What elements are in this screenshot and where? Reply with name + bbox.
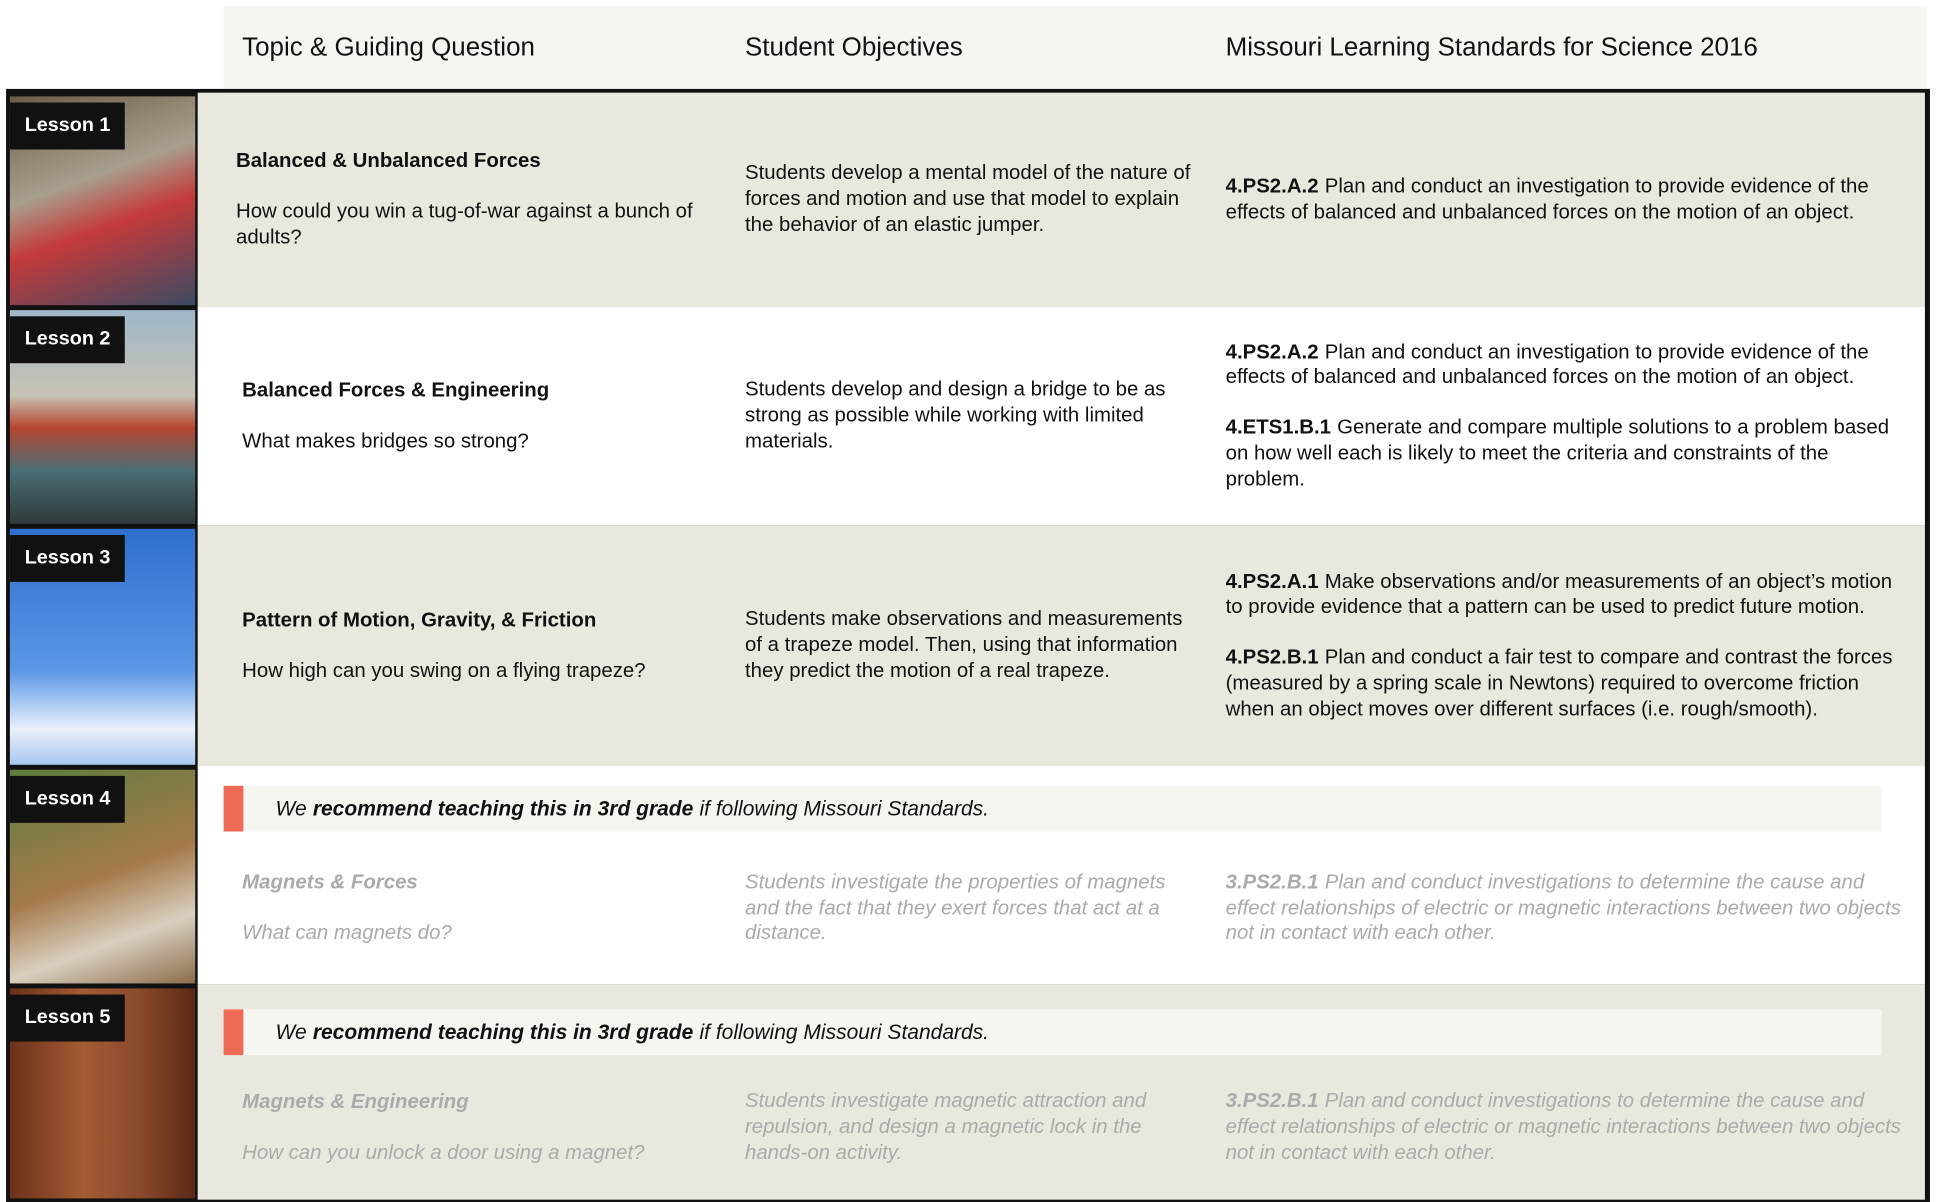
lesson-label: Lesson 3 bbox=[9, 534, 126, 582]
topic-cell: Magnets & Engineering How can you unlock … bbox=[242, 1055, 699, 1200]
topic-cell: Pattern of Motion, Gravity, & Friction Ho… bbox=[242, 525, 699, 766]
objective-cell: Students develop and design a bridge to … bbox=[745, 306, 1192, 525]
objective-text: Students develop and design a bridge to … bbox=[745, 378, 1166, 452]
standard: 3.PS2.B.1 Plan and conduct investigations… bbox=[1226, 870, 1913, 947]
standard-text: Plan and conduct a fair test to compare … bbox=[1225, 646, 1893, 720]
recommendation-note: We recommend teaching this in 3rd grade if… bbox=[223, 1009, 1882, 1056]
standard-code: 4.PS2.A.2 bbox=[1225, 340, 1319, 363]
row-background bbox=[197, 306, 1925, 526]
lesson-title: Balanced Forces & Engineering bbox=[242, 379, 550, 402]
standard: 4.PS2.B.1 Plan and conduct a fair test to… bbox=[1226, 645, 1913, 722]
column-header: Topic & Guiding Question bbox=[242, 32, 535, 62]
row-background bbox=[197, 525, 1925, 767]
standard-code: 4.PS2.B.1 bbox=[1225, 646, 1319, 669]
note-text: if following Missouri Standards. bbox=[699, 1019, 990, 1044]
standard-code: 3.PS2.B.1 bbox=[1225, 870, 1319, 894]
objective-cell: Students investigate the properties of m… bbox=[745, 831, 1192, 984]
lesson-image: Lesson 4 bbox=[9, 769, 196, 984]
standards-cell: 3.PS2.B.1 Plan and conduct investigations… bbox=[1226, 1055, 1913, 1200]
lesson-label: Lesson 4 bbox=[9, 775, 126, 823]
standard: 4.PS2.A.1 Make observations and/or measur… bbox=[1226, 569, 1913, 620]
note-text: We bbox=[275, 796, 307, 820]
row-background bbox=[197, 92, 1925, 307]
lesson-image: Lesson 1 bbox=[9, 96, 196, 306]
lesson-label: Lesson 2 bbox=[9, 316, 126, 364]
standard-text: Plan and conduct investigations to deter… bbox=[1225, 870, 1901, 945]
guiding-question: How can you unlock a door using a magnet… bbox=[242, 1140, 645, 1164]
topic-cell: Magnets & Forces What can magnets do? bbox=[242, 831, 699, 984]
objective-text: Students investigate magnetic attraction… bbox=[745, 1090, 1147, 1164]
standards-cell: 4.PS2.A.2 Plan and conduct an investigati… bbox=[1226, 306, 1913, 525]
topic-cell: Balanced & Unbalanced Forces How could yo… bbox=[236, 93, 693, 307]
standard: 4.PS2.A.2 Plan and conduct an investigati… bbox=[1226, 174, 1913, 225]
objective-cell: Students make observations and measureme… bbox=[745, 525, 1192, 766]
standard: 4.ETS1.B.1 Generate and compare multiple … bbox=[1226, 415, 1913, 492]
standards-cell: 3.PS2.B.1 Plan and conduct investigations… bbox=[1226, 831, 1913, 984]
standard-text: Plan and conduct an investigation to pro… bbox=[1225, 340, 1869, 389]
column-header: Student Objectives bbox=[745, 32, 963, 62]
lesson-title: Magnets & Engineering bbox=[242, 1090, 469, 1113]
lesson-title: Pattern of Motion, Gravity, & Friction bbox=[242, 608, 597, 632]
topic-cell: Balanced Forces & Engineering What makes … bbox=[242, 306, 699, 525]
objective-text: Students develop a mental model of the n… bbox=[745, 162, 1191, 236]
recommendation-note: We recommend teaching this in 3rd grade if… bbox=[223, 785, 1882, 832]
note-bold: recommend teaching this in 3rd grade bbox=[312, 1019, 694, 1044]
standard-text: Generate and compare multiple solutions … bbox=[1225, 416, 1890, 490]
standard-code: 4.PS2.A.1 bbox=[1225, 570, 1319, 593]
objective-cell: Students develop a mental model of the n… bbox=[745, 93, 1192, 307]
note-marker bbox=[223, 785, 244, 832]
note-marker bbox=[223, 1009, 244, 1056]
standard-code: 4.PS2.A.2 bbox=[1225, 175, 1319, 198]
note-bold: recommend teaching this in 3rd grade bbox=[312, 796, 694, 820]
guiding-question: How high can you swing on a flying trape… bbox=[242, 659, 646, 682]
note-text: We bbox=[275, 1019, 307, 1044]
standard: 3.PS2.B.1 Plan and conduct investigations… bbox=[1226, 1089, 1913, 1166]
standard-code: 4.ETS1.B.1 bbox=[1225, 416, 1332, 439]
lesson-title: Magnets & Forces bbox=[242, 871, 418, 894]
objective-text: Students make observations and measureme… bbox=[745, 608, 1183, 682]
lesson-label: Lesson 1 bbox=[9, 102, 126, 150]
standard: 4.PS2.A.2 Plan and conduct an investigati… bbox=[1226, 339, 1913, 390]
standards-cell: 4.PS2.A.2 Plan and conduct an investigati… bbox=[1226, 93, 1913, 307]
guiding-question: How could you win a tug-of-war against a… bbox=[235, 200, 693, 249]
lesson-label: Lesson 5 bbox=[9, 994, 126, 1042]
standards-cell: 4.PS2.A.1 Make observations and/or measur… bbox=[1226, 525, 1913, 766]
standard-code: 3.PS2.B.1 bbox=[1225, 1090, 1319, 1113]
objective-text: Students investigate the properties of m… bbox=[745, 870, 1166, 945]
lesson-image: Lesson 2 bbox=[9, 310, 196, 524]
lesson-image: Lesson 5 bbox=[9, 988, 196, 1199]
lesson-image: Lesson 3 bbox=[9, 528, 196, 765]
guiding-question: What makes bridges so strong? bbox=[242, 429, 529, 452]
objective-cell: Students investigate magnetic attraction… bbox=[745, 1055, 1192, 1200]
standard-text: Make observations and/or measurements of… bbox=[1225, 570, 1893, 619]
standard-text: Plan and conduct an investigation to pro… bbox=[1225, 175, 1869, 224]
lesson-title: Balanced & Unbalanced Forces bbox=[235, 150, 541, 173]
standard-text: Plan and conduct investigations to deter… bbox=[1225, 1090, 1901, 1164]
header-bar bbox=[223, 6, 1928, 89]
guiding-question: What can magnets do? bbox=[242, 921, 452, 944]
column-header: Missouri Learning Standards for Science … bbox=[1225, 32, 1758, 62]
note-text: if following Missouri Standards. bbox=[699, 796, 990, 820]
